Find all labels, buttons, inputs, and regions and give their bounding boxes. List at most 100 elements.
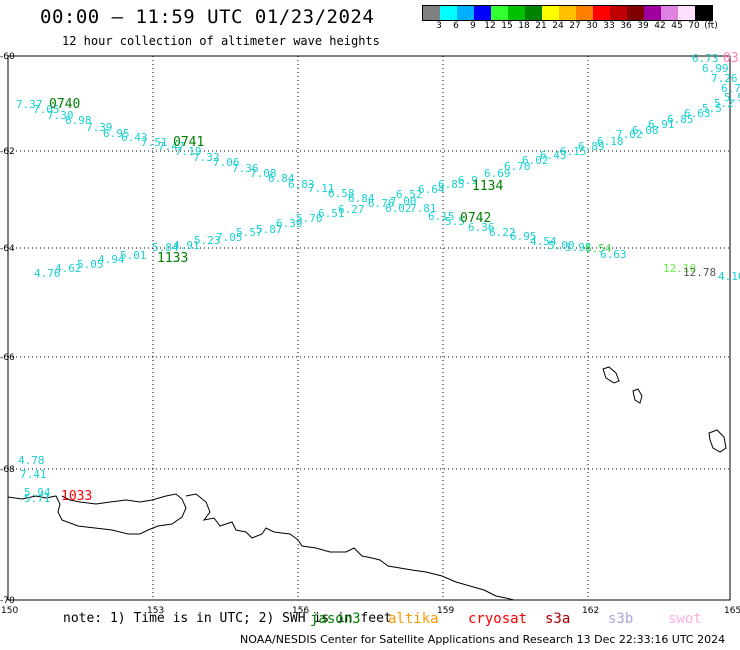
x-tick-label: 165 [724, 606, 740, 616]
wave-height-value: 4.76 [34, 267, 61, 280]
wave-height-value: 6.43 [540, 149, 567, 162]
footer-credit: NOAA/NESDIS Center for Satellite Applica… [240, 633, 726, 646]
axis-tick-labels: 150 153 156 159 162 165 -60 -62 -64 -66 -68 -70 [0, 52, 740, 616]
x-tick-label: 150 [1, 606, 18, 616]
colorbar-swatch [610, 6, 627, 20]
colorbar-swatch [474, 6, 491, 20]
y-tick-label: -62 [0, 147, 15, 157]
island-1 [602, 366, 620, 384]
wave-height-value: 6.39 [276, 217, 303, 230]
wave-height-value: 6.36 [468, 221, 495, 234]
wave-height-value: 6.79 [721, 82, 740, 95]
wave-height-value: 4.62 [55, 262, 82, 275]
map-frame [7, 55, 731, 601]
wave-height-value: 7.06 [213, 156, 240, 169]
wave-height-value: 6.52 [396, 188, 423, 201]
wave-height-value: 5.94 [24, 486, 51, 499]
colorbar-swatch [661, 6, 678, 20]
wave-height-value: 7.41 [20, 468, 47, 481]
colorbar-label: 30 [586, 21, 598, 31]
pass-id-label: 0741 [173, 135, 204, 150]
wave-height-value: 4.94 [98, 253, 125, 266]
wave-height-value: 6.84 [348, 192, 375, 205]
wave-height-value: 6.27 [338, 203, 365, 216]
colorbar-swatch [644, 6, 661, 20]
colorbar-swatch [576, 6, 593, 20]
colorbar-label: 6 [453, 21, 459, 31]
map-border [7, 55, 731, 601]
x-tick-label: 156 [292, 606, 309, 616]
wave-height-value: 6.58 [328, 187, 355, 200]
y-tick-label: -70 [0, 596, 15, 606]
wave-height-value: 6.69 [484, 167, 511, 180]
satellite-legend-item: cryosat [468, 611, 528, 627]
colorbar-label: 21 [535, 21, 547, 31]
wave-height-value: 6.83 [288, 178, 315, 191]
wave-height-value: 5.70 [296, 212, 323, 225]
antarctic-coastline [7, 493, 515, 601]
wave-height-value: 7.08 [250, 167, 277, 180]
wave-height-value: 7.32 [193, 151, 220, 164]
satellite-legend-item: s3b [608, 611, 634, 627]
wave-height-value: 7.47 [158, 140, 185, 153]
wave-height-value: 7.37 [16, 98, 43, 111]
wave-height-value: 5.23 [194, 234, 221, 247]
colorbar-swatch [508, 6, 525, 20]
y-tick-label: -60 [0, 52, 15, 62]
wave-height-value: 5.97 [724, 91, 740, 104]
wave-height-value: 7.05 [33, 103, 60, 116]
wave-height-value: 5.00 [548, 239, 575, 252]
wave-height-value: 6.99 [702, 62, 729, 75]
colorbar-swatch [423, 6, 440, 20]
wave-height-value: 7.51 [141, 136, 168, 149]
island-2 [632, 388, 643, 404]
wave-height-value: 6.02 [385, 202, 412, 215]
pass-id-label: 1133 [157, 251, 188, 266]
colorbar-label: 33 [603, 21, 615, 31]
units-note: note: 1) Time is in UTC; 2) SWH is in fe… [63, 611, 392, 626]
colorbar-label: 27 [569, 21, 581, 31]
wave-height-value: 6.98 [65, 114, 92, 127]
wave-height-value: 6.63 [600, 248, 627, 261]
x-tick-label: 153 [147, 606, 164, 616]
colorbar-swatch [491, 6, 508, 20]
colorbar-label: 45 [671, 21, 683, 31]
wave-height-value: 7.02 [616, 128, 643, 141]
wave-height-colorbar [422, 5, 713, 21]
wave-height-value: 4.16 [718, 270, 740, 283]
pass-id-labels: 0740 0741 1134 0742 1133 1033 03 [49, 51, 739, 504]
y-tick-label: -66 [0, 353, 15, 363]
wave-height-value: 7.11 [308, 182, 335, 195]
wave-height-value: 5.05 [77, 258, 104, 271]
satellite-legend-item: jason3 [310, 611, 361, 627]
wave-height-value: 6.54 [585, 242, 612, 255]
wave-height-value: 6.95 [510, 230, 537, 243]
colorbar-swatch [542, 6, 559, 20]
wave-height-value: 6.15 [428, 210, 455, 223]
wave-height-value: 5.98 [565, 241, 592, 254]
colorbar-swatch [593, 6, 610, 20]
satellite-legend-item: swot [668, 611, 702, 627]
wave-height-value: 5.57 [236, 226, 263, 239]
pass-id-label: 03 [723, 51, 739, 66]
wave-height-value: 5.5 [702, 102, 722, 115]
colorbar-swatch [695, 6, 712, 20]
wave-height-value: 6.91 [648, 118, 675, 131]
wave-height-value: 4.91 [173, 239, 200, 252]
map-subtitle: 12 hour collection of altimeter wave hei… [62, 34, 380, 48]
y-tick-label: -64 [0, 244, 15, 254]
wave-height-value: 7.81 [410, 202, 437, 215]
wave-height-value: 7.30 [47, 109, 74, 122]
colorbar-label: (ft) [704, 21, 718, 31]
wave-height-value: 5.2 [714, 97, 734, 110]
wave-height-value: 4.54 [530, 235, 557, 248]
wave-height-value: 7.39 [86, 121, 113, 134]
wave-height-value: 6.85 [667, 113, 694, 126]
wave-height-value: 6.51 [318, 207, 345, 220]
coastline [7, 366, 727, 601]
wave-height-value: 5.87 [256, 223, 283, 236]
colorbar-swatch [457, 6, 474, 20]
wave-height-value: 7.19 [175, 145, 202, 158]
wave-height-value: 5.84 [152, 241, 179, 254]
